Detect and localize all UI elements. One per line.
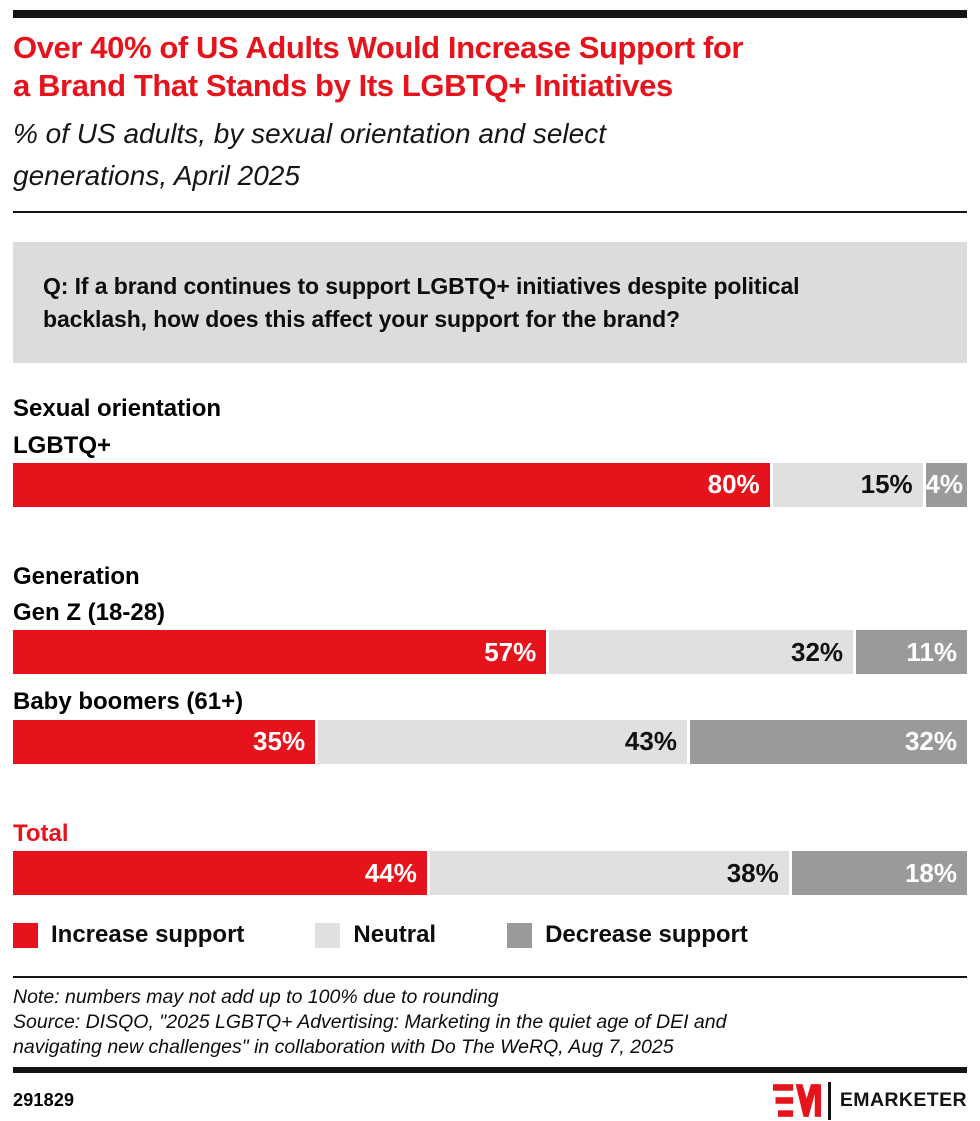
bar-row-label: Baby boomers (61+) bbox=[13, 688, 244, 716]
bar-segment: 57% bbox=[13, 630, 547, 675]
bar-segment: 11% bbox=[856, 630, 968, 675]
bar-segment: 32% bbox=[549, 630, 854, 675]
page-title-line-2: a Brand That Stands by Its LGBTQ+ Initia… bbox=[13, 68, 673, 104]
footer-divider bbox=[13, 1066, 967, 1073]
source-text-line-1: Source: DISQO, "2025 LGBTQ+ Advertising:… bbox=[13, 1011, 727, 1034]
stacked-bar: 44% 38% 18% bbox=[13, 851, 967, 896]
question-text-line-2: backlash, how does this affect your supp… bbox=[43, 305, 680, 332]
page-title: Over 40% of US Adults Would Increase Sup… bbox=[13, 29, 967, 106]
question-box: Q: If a brand continues to support LGBTQ… bbox=[13, 241, 967, 364]
bar-row: LGBTQ+ 80% 15% 4% bbox=[13, 432, 967, 507]
group-header: Sexual orientation bbox=[13, 395, 222, 423]
bar-row: Gen Z (18-28) 57% 32% 11% bbox=[13, 599, 968, 675]
chart-group: Sexual orientation LGBTQ+ 80% 15% 4% bbox=[13, 395, 967, 507]
bar-value-label: 35% bbox=[253, 726, 306, 757]
legend-swatch bbox=[507, 922, 533, 948]
bar-row-label: Gen Z (18-28) bbox=[13, 599, 166, 627]
bar-value-label: 15% bbox=[860, 469, 913, 500]
bar-segment: 38% bbox=[429, 851, 789, 896]
bar-value-label: 18% bbox=[904, 857, 957, 888]
brand-name: EMARKETER bbox=[839, 1089, 967, 1112]
legend-label: Increase support bbox=[51, 921, 245, 949]
bar-segment: 35% bbox=[13, 719, 316, 764]
bar-value-label: 38% bbox=[726, 857, 779, 888]
bar-segment: 15% bbox=[772, 462, 923, 507]
stacked-bar-chart: Sexual orientation LGBTQ+ 80% 15% 4% Generati… bbox=[13, 395, 968, 896]
page-subtitle: % of US adults, by sexual orientation an… bbox=[13, 113, 967, 197]
group-header: Generation bbox=[13, 562, 140, 590]
group-header: Total bbox=[13, 819, 69, 847]
source-text-line-2: navigating new challenges" in collaborat… bbox=[13, 1035, 674, 1058]
page-subtitle-line-2: generations, April 2025 bbox=[13, 159, 300, 191]
bar-segment: 32% bbox=[689, 719, 967, 764]
stacked-bar: 35% 43% 32% bbox=[13, 719, 967, 764]
question-text-line-1: Q: If a brand continues to support LGBTQ… bbox=[43, 272, 800, 299]
chart-group: Generation Gen Z (18-28) 57% 32% 11% Baby boo… bbox=[13, 562, 968, 764]
footnote-divider bbox=[13, 976, 967, 979]
bar-row-label: LGBTQ+ bbox=[13, 431, 112, 459]
bar-segment: 18% bbox=[791, 851, 967, 896]
bar-row: Baby boomers (61+) 35% 43% 32% bbox=[13, 688, 967, 764]
bar-segment: 80% bbox=[13, 462, 770, 507]
legend-label: Neutral bbox=[353, 921, 437, 949]
legend-swatch bbox=[13, 922, 38, 948]
legend-item: Increase support bbox=[13, 921, 244, 949]
footer-bar: 291829 EMARKETER bbox=[13, 1081, 967, 1121]
bar-value-label: 57% bbox=[484, 636, 537, 667]
bar-row: 44% 38% 18% bbox=[13, 851, 967, 896]
emarketer-em-icon bbox=[772, 1084, 821, 1118]
page-title-line-1: Over 40% of US Adults Would Increase Sup… bbox=[13, 30, 744, 65]
legend-label: Decrease support bbox=[545, 921, 748, 949]
chart-group: Total 44% 38% 18% bbox=[13, 819, 967, 896]
bar-value-label: 43% bbox=[624, 726, 677, 757]
bar-value-label: 4% bbox=[925, 469, 963, 500]
stacked-bar: 80% 15% 4% bbox=[13, 462, 967, 507]
bar-value-label: 44% bbox=[364, 857, 417, 888]
bar-value-label: 32% bbox=[904, 726, 957, 757]
legend-item: Decrease support bbox=[507, 921, 748, 949]
note-text: Note: numbers may not add up to 100% due… bbox=[13, 986, 499, 1009]
brand-logo: EMARKETER bbox=[772, 1081, 967, 1120]
bar-value-label: 11% bbox=[906, 636, 958, 667]
bar-segment: 44% bbox=[13, 851, 427, 896]
bar-segment: 4% bbox=[925, 462, 967, 507]
bar-value-label: 32% bbox=[790, 636, 844, 667]
header-divider bbox=[13, 210, 967, 213]
bar-value-label: 80% bbox=[707, 469, 760, 500]
bar-segment: 43% bbox=[318, 719, 687, 764]
stacked-bar: 57% 32% 11% bbox=[13, 630, 968, 675]
legend-swatch bbox=[315, 922, 341, 948]
footnotes: Note: numbers may not add up to 100% due… bbox=[13, 985, 967, 1060]
top-rule bbox=[13, 10, 967, 18]
page-subtitle-line-1: % of US adults, by sexual orientation an… bbox=[13, 117, 607, 149]
legend-item: Neutral bbox=[315, 921, 436, 949]
logo-separator bbox=[827, 1081, 831, 1120]
chart-id: 291829 bbox=[13, 1090, 75, 1111]
chart-legend: Increase support Neutral Decrease support bbox=[13, 921, 967, 949]
